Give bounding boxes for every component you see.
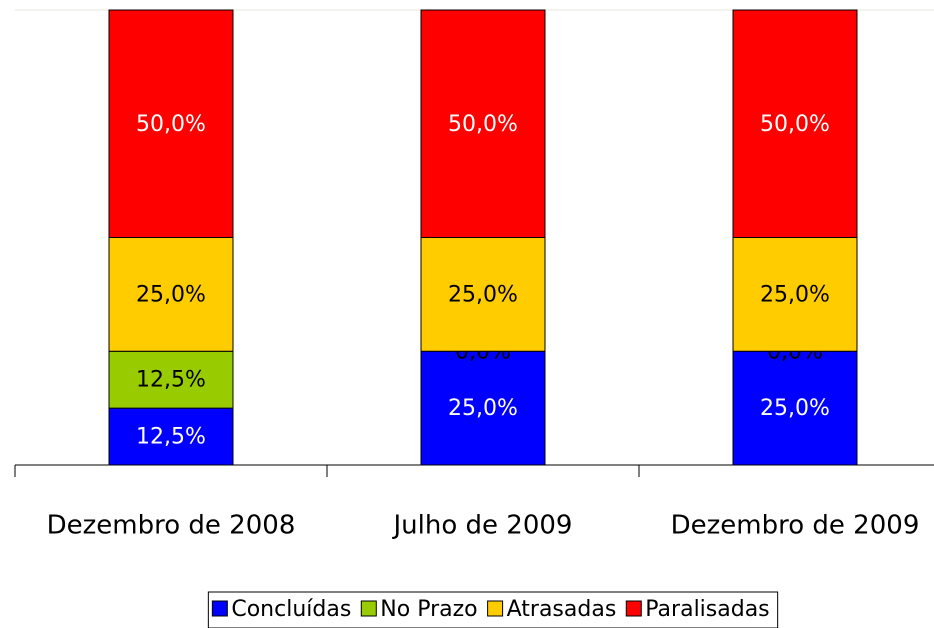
x-tick-label: Dezembro de 2008 [47, 511, 296, 541]
data-label: 50,0% [760, 112, 830, 137]
data-label: 50,0% [448, 112, 518, 137]
bar-segment [732, 237, 858, 352]
legend-swatch [360, 600, 377, 617]
data-label: 25,0% [760, 396, 830, 421]
legend-swatch [625, 600, 642, 617]
legend-swatch [211, 600, 228, 617]
bar-segment [420, 350, 546, 466]
bar-segment [108, 9, 234, 238]
legend-swatch [487, 600, 504, 617]
bar-segment [732, 350, 858, 466]
legend-label: Concluídas [231, 597, 351, 622]
data-label: 12,5% [136, 425, 206, 450]
bar-segment [420, 237, 546, 352]
data-label: 12,5% [136, 368, 206, 393]
legend-label: Paralisadas [645, 597, 769, 622]
legend-label: Atrasadas [507, 597, 617, 622]
data-label: 25,0% [448, 396, 518, 421]
data-label: 25,0% [448, 282, 518, 307]
data-label: 25,0% [760, 282, 830, 307]
bar-segment [108, 350, 234, 409]
bar-segment [420, 9, 546, 238]
legend-label: No Prazo [380, 597, 477, 622]
x-tick-label: Julho de 2009 [392, 511, 573, 541]
x-tick-label: Dezembro de 2009 [671, 511, 920, 541]
bar-segment [732, 9, 858, 238]
bar-segment [108, 237, 234, 352]
data-label: 50,0% [136, 112, 206, 137]
data-label: 25,0% [136, 282, 206, 307]
